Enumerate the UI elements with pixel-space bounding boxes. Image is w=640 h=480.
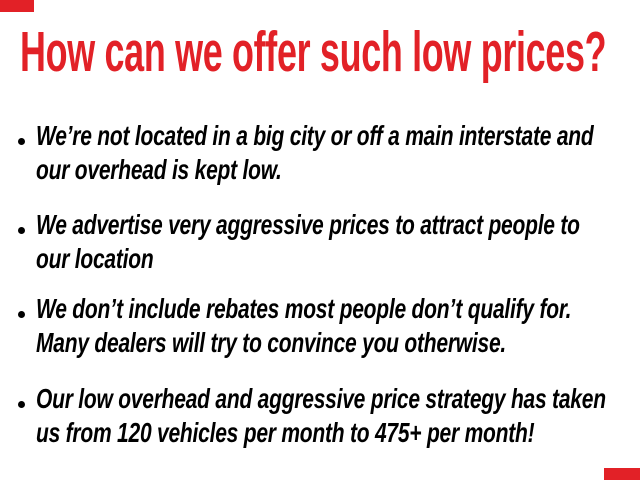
bullet-line: We’re not located in a big city or off a… bbox=[36, 120, 594, 151]
bullet-text: Our low overhead and aggressive price st… bbox=[36, 382, 606, 450]
bullet-text: We advertise very aggressive prices to a… bbox=[36, 208, 580, 276]
bullet-line: We advertise very aggressive prices to a… bbox=[36, 209, 580, 240]
bullet-line: us from 120 vehicles per month to 475+ p… bbox=[36, 417, 535, 448]
bullet-icon bbox=[18, 138, 25, 145]
bullet-item: We advertise very aggressive prices to a… bbox=[18, 208, 640, 276]
bullet-line: We don’t include rebates most people don… bbox=[36, 293, 572, 324]
bullet-line: Many dealers will try to convince you ot… bbox=[36, 327, 507, 358]
bullet-line: Our low overhead and aggressive price st… bbox=[36, 383, 606, 414]
corner-mark-bottom-right bbox=[604, 468, 640, 480]
bullet-item: We’re not located in a big city or off a… bbox=[18, 119, 640, 187]
bullet-line: our overhead is kept low. bbox=[36, 154, 282, 185]
bullet-text: We don’t include rebates most people don… bbox=[36, 292, 571, 360]
bullet-item: Our low overhead and aggressive price st… bbox=[18, 382, 640, 450]
bullet-icon bbox=[18, 227, 25, 234]
bullet-icon bbox=[18, 401, 25, 408]
bullet-line: our location bbox=[36, 243, 154, 274]
corner-mark-top-left bbox=[0, 0, 34, 12]
bullet-text: We’re not located in a big city or off a… bbox=[36, 119, 594, 187]
bullet-icon bbox=[18, 311, 25, 318]
bullet-item: We don’t include rebates most people don… bbox=[18, 292, 640, 360]
page-title: How can we offer such low prices? bbox=[20, 20, 607, 84]
